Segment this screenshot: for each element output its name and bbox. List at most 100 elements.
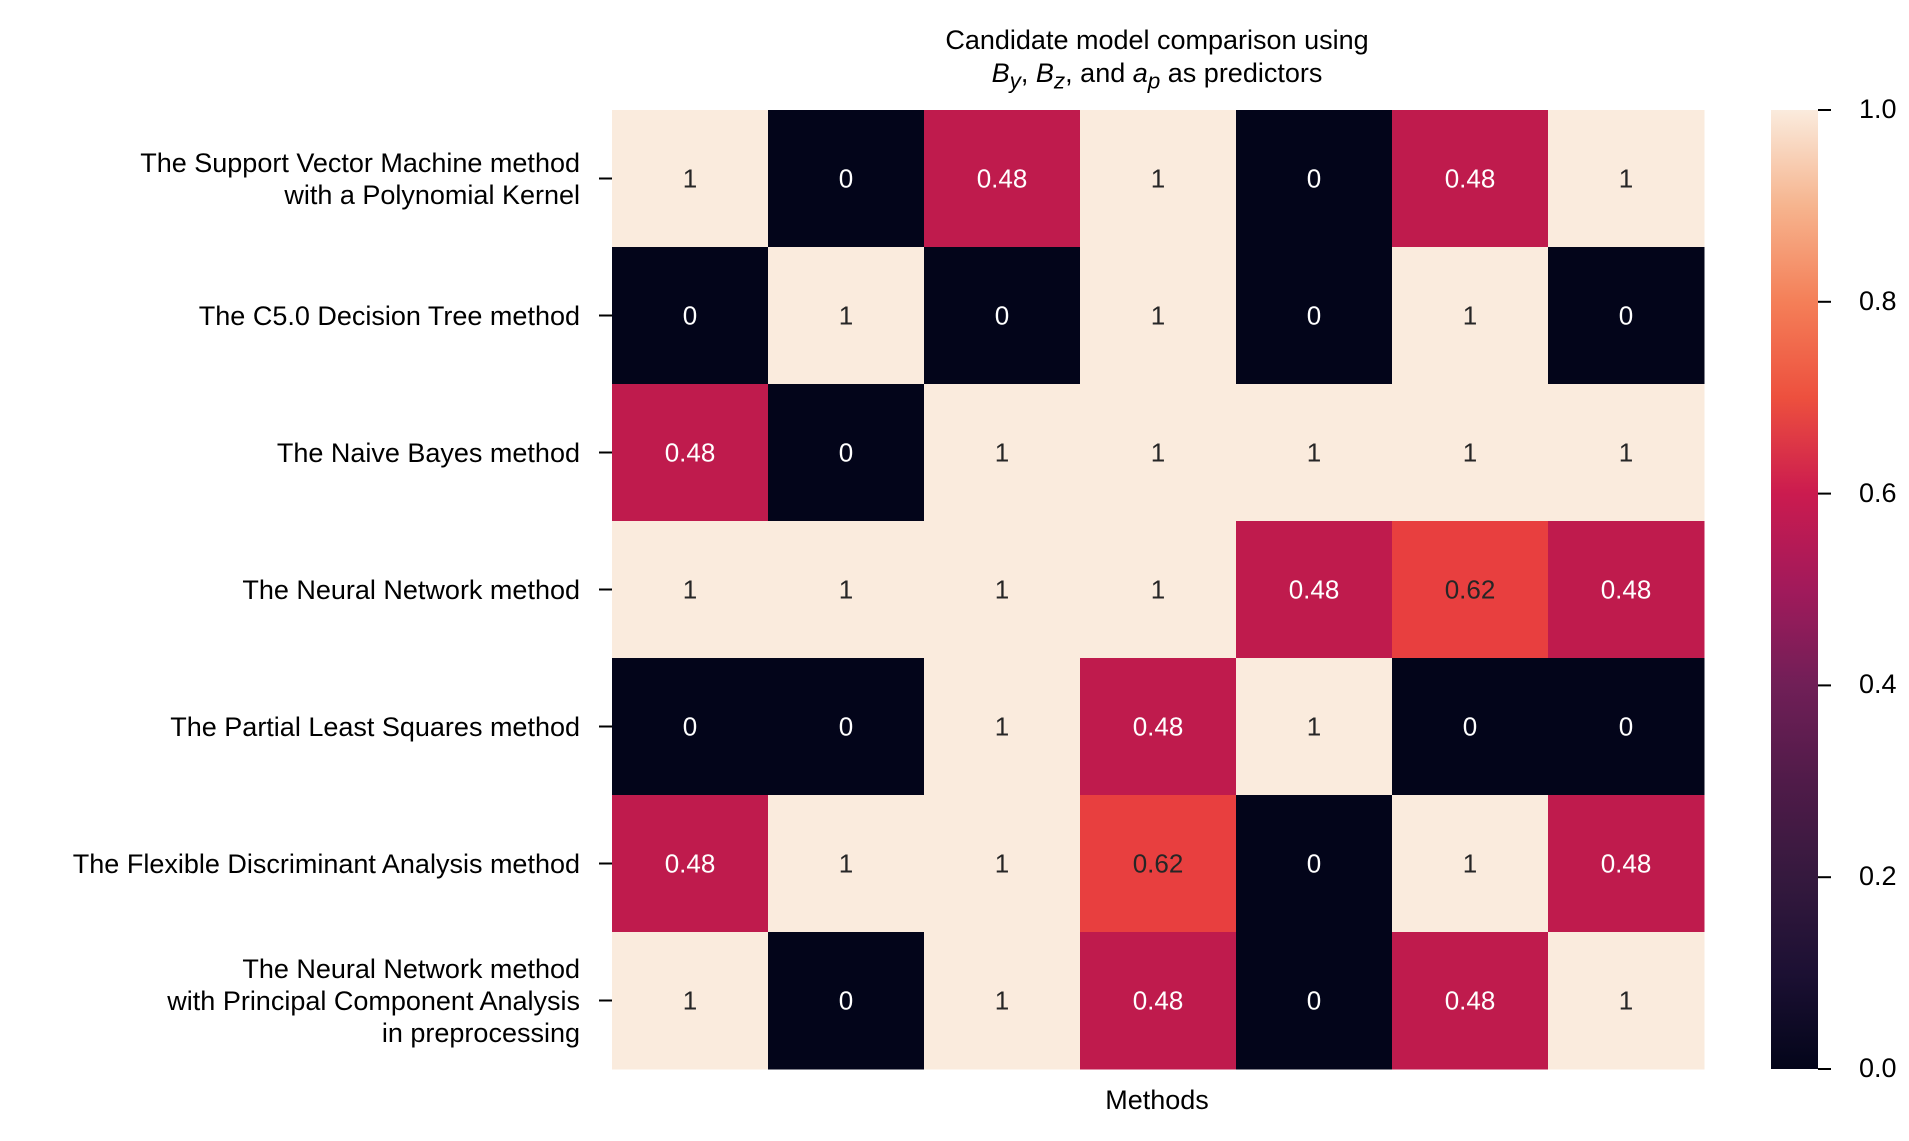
- heatmap-cell-r4-c5: [1392, 658, 1549, 796]
- cell-annotation-r2-c0: 0.48: [665, 438, 716, 468]
- cell-annotation-r3-c4: 0.48: [1289, 575, 1340, 605]
- heatmap-cell-r1-c1: [768, 247, 925, 385]
- heatmap-cell-r2-c5: [1392, 384, 1549, 522]
- cell-annotation-r6-c4: 0: [1307, 986, 1321, 1016]
- cell-annotation-r1-c5: 1: [1463, 301, 1477, 331]
- row-label-0-line-0: The Support Vector Machine method: [140, 147, 580, 178]
- heatmap-cell-r1-c2: [924, 247, 1081, 385]
- heatmap-cell-r5-c2: [924, 795, 1081, 933]
- heatmap-cell-r6-c4: [1236, 932, 1393, 1070]
- heatmap-cell-r5-c5: [1392, 795, 1549, 933]
- row-label-2-line-0: The Naive Bayes method: [276, 437, 580, 468]
- heatmap-cell-r5-c3: [1080, 795, 1237, 933]
- heatmap-cell-r3-c6: [1548, 521, 1705, 659]
- heatmap-cell-r4-c2: [924, 658, 1081, 796]
- heatmap-cell-r3-c0: [612, 521, 769, 659]
- heatmap-cell-r6-c0: [612, 932, 769, 1070]
- cell-annotation-r1-c1: 1: [839, 301, 853, 331]
- heatmap-cell-r5-c0: [612, 795, 769, 933]
- heatmap-cell-r1-c4: [1236, 247, 1393, 385]
- heatmap-cell-r0-c6: [1548, 110, 1705, 248]
- row-label-3-line-0: The Neural Network method: [242, 574, 580, 605]
- cell-annotation-r4-c5: 0: [1463, 712, 1477, 742]
- cell-annotation-r5-c3: 0.62: [1133, 849, 1184, 879]
- row-label-4: The Partial Least Squares method: [170, 711, 580, 743]
- cell-annotation-r3-c5: 0.62: [1445, 575, 1496, 605]
- row-label-0: The Support Vector Machine method with a …: [140, 147, 580, 211]
- cell-annotation-r5-c5: 1: [1463, 849, 1477, 879]
- heatmap-cell-r5-c6: [1548, 795, 1705, 933]
- heatmap-cell-r3-c2: [924, 521, 1081, 659]
- cell-annotation-r6-c3: 0.48: [1133, 986, 1184, 1016]
- heatmap-cell-r6-c3: [1080, 932, 1237, 1070]
- chart-title-line-1: Candidate model comparison using: [945, 25, 1369, 55]
- cell-annotation-r5-c4: 0: [1307, 849, 1321, 879]
- heatmap-cell-r3-c3: [1080, 521, 1237, 659]
- cell-annotation-r6-c1: 0: [839, 986, 853, 1016]
- cell-annotation-r0-c3: 1: [1151, 164, 1165, 194]
- heatmap-cell-r2-c3: [1080, 384, 1237, 522]
- colorbar-tick-label-3: 0.6: [1859, 477, 1897, 508]
- cell-annotation-r6-c0: 1: [683, 986, 697, 1016]
- colorbar-ticks: [1818, 109, 1831, 1070]
- heatmap-cell-r4-c3: [1080, 658, 1237, 796]
- heatmap-cell-r1-c0: [612, 247, 769, 385]
- cell-annotation-r6-c2: 1: [995, 986, 1009, 1016]
- cell-annotation-r2-c5: 1: [1463, 438, 1477, 468]
- heatmap-cell-r4-c4: [1236, 658, 1393, 796]
- heatmap-cell-r5-c1: [768, 795, 925, 933]
- heatmap-cell-r2-c0: [612, 384, 769, 522]
- cell-annotation-r3-c0: 1: [683, 575, 697, 605]
- cell-annotation-r0-c5: 0.48: [1445, 164, 1496, 194]
- heatmap-cell-r5-c4: [1236, 795, 1393, 933]
- row-label-1: The C5.0 Decision Tree method: [199, 300, 580, 332]
- heatmap-cell-r0-c5: [1392, 110, 1549, 248]
- heatmap-cell-r6-c2: [924, 932, 1081, 1070]
- cell-annotation-r4-c1: 0: [839, 712, 853, 742]
- cell-annotation-r2-c3: 1: [1151, 438, 1165, 468]
- cell-annotation-r1-c6: 0: [1619, 301, 1633, 331]
- heatmap-cell-r1-c5: [1392, 247, 1549, 385]
- row-label-6: The Neural Network method with Principal …: [167, 953, 580, 1049]
- row-label-5: The Flexible Discriminant Analysis metho…: [73, 848, 580, 880]
- colorbar-tick-label-0: 0.0: [1859, 1053, 1897, 1083]
- heatmap-cell-r4-c6: [1548, 658, 1705, 796]
- cell-annotation-r4-c6: 0: [1619, 712, 1633, 742]
- cell-annotation-r1-c3: 1: [1151, 301, 1165, 331]
- cell-annotation-r3-c6: 0.48: [1601, 575, 1652, 605]
- cell-annotation-r1-c0: 0: [683, 301, 697, 331]
- row-label-2: The Naive Bayes method: [277, 437, 580, 469]
- heatmap-cell-r3-c4: [1236, 521, 1393, 659]
- cell-annotation-r6-c6: 1: [1619, 986, 1633, 1016]
- heatmap-cell-r1-c3: [1080, 247, 1237, 385]
- cell-annotation-r5-c0: 0.48: [665, 849, 716, 879]
- heatmap-cell-r3-c5: [1392, 521, 1549, 659]
- heatmap-cell-r1-c6: [1548, 247, 1705, 385]
- heatmap-cell-r0-c3: [1080, 110, 1237, 248]
- cell-annotation-r4-c0: 0: [683, 712, 697, 742]
- heatmap-cell-r0-c4: [1236, 110, 1393, 248]
- cell-annotation-r3-c3: 1: [1151, 575, 1165, 605]
- colorbar-tick-label-1: 0.2: [1859, 861, 1897, 892]
- cell-annotation-r4-c4: 1: [1307, 712, 1321, 742]
- row-label-3: The Neural Network method: [242, 574, 580, 606]
- cell-annotation-r0-c6: 1: [1619, 164, 1633, 194]
- row-label-6-line-0: The Neural Network method: [242, 953, 580, 984]
- heatmap-cell-r3-c1: [768, 521, 925, 659]
- colorbar: [1771, 110, 1818, 1069]
- heatmap-cell-r2-c6: [1548, 384, 1705, 522]
- heatmap-cell-r6-c5: [1392, 932, 1549, 1070]
- cell-annotation-r6-c5: 0.48: [1445, 986, 1496, 1016]
- cell-annotation-r2-c6: 1: [1619, 438, 1633, 468]
- row-label-6-line-2: in preprocessing: [381, 1017, 580, 1048]
- cell-annotation-r3-c2: 1: [995, 575, 1009, 605]
- cell-annotation-r4-c2: 1: [995, 712, 1009, 742]
- cell-annotation-r1-c2: 0: [995, 301, 1009, 331]
- chart-title-line-2: By, Bz, and ap as predictors: [991, 58, 1323, 94]
- cell-annotation-r2-c1: 0: [839, 438, 853, 468]
- row-label-0-line-1: with a Polynomial Kernel: [284, 179, 580, 210]
- heatmap-cell-r2-c1: [768, 384, 925, 522]
- heatmap-cell-r6-c1: [768, 932, 925, 1070]
- row-label-5-line-0: The Flexible Discriminant Analysis metho…: [72, 848, 580, 879]
